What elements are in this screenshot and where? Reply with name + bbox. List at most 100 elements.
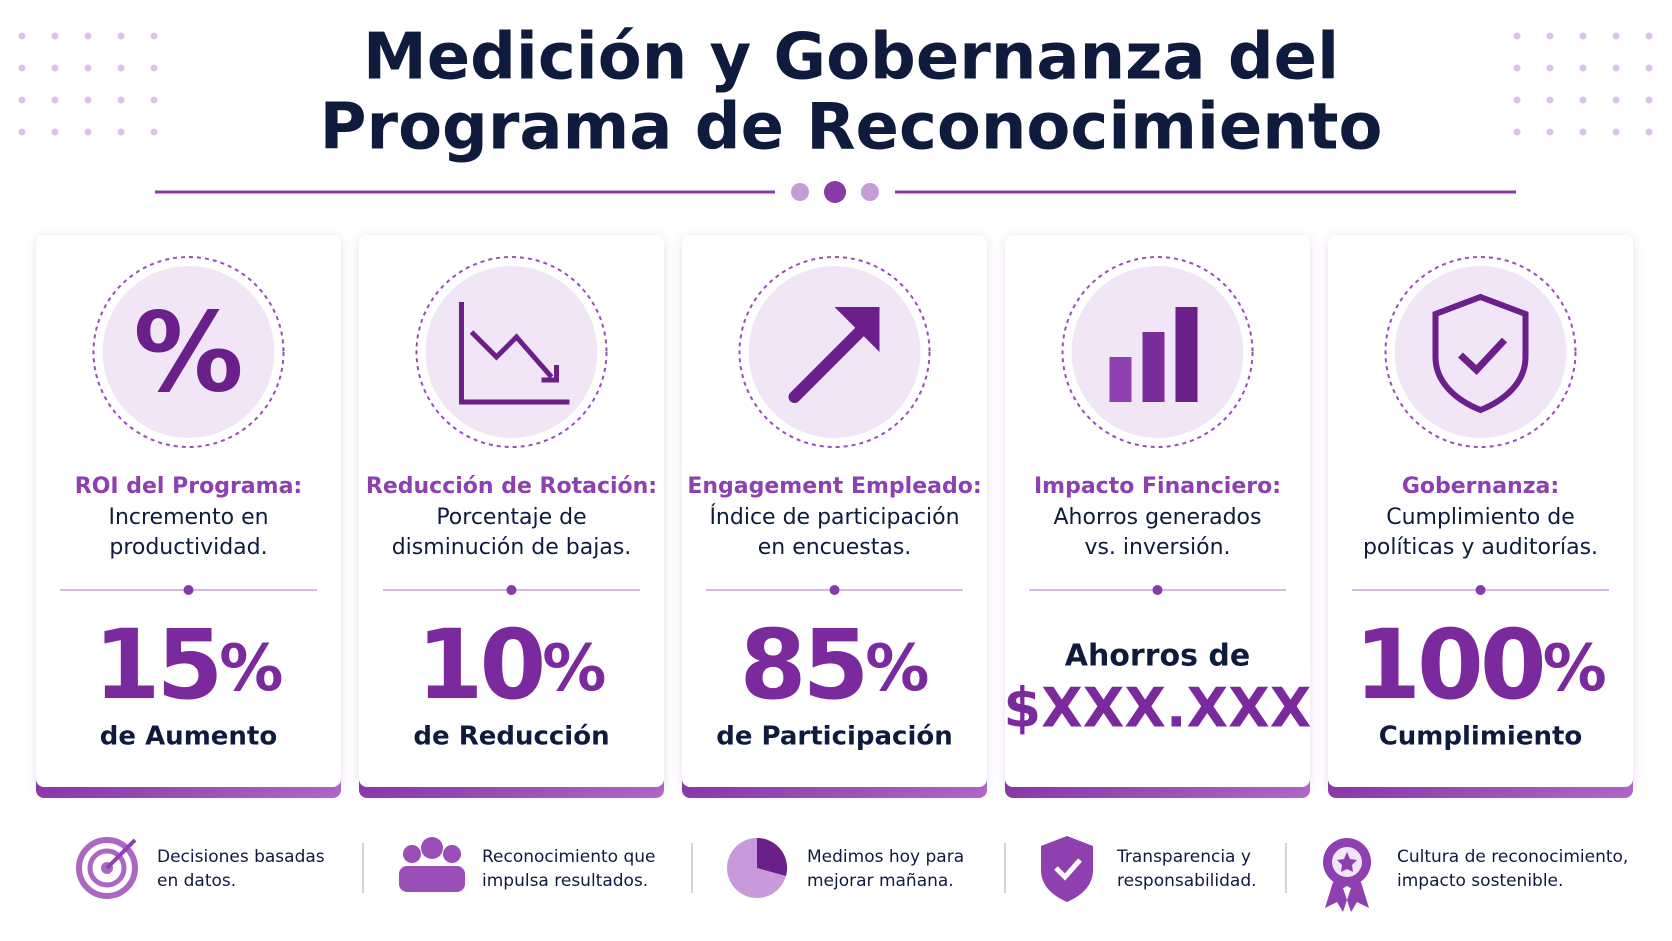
footer-text: mejorar mañana. <box>807 871 954 891</box>
footer-text: Reconocimiento que <box>482 847 656 867</box>
footer-text: impulsa resultados. <box>482 871 648 891</box>
dot <box>1645 32 1653 40</box>
dot <box>1645 96 1653 104</box>
card-divider-dot <box>506 585 517 595</box>
icon <box>459 302 570 405</box>
icon-part <box>403 845 421 863</box>
dot <box>84 32 92 40</box>
metric: 10% <box>417 609 607 721</box>
card: % ROI del Programa: Incremento en productiv… <box>36 235 341 798</box>
icon-bg <box>1394 266 1567 438</box>
metric: 100% <box>1354 609 1607 721</box>
dot <box>1579 128 1587 136</box>
dot <box>1546 128 1554 136</box>
card-label: Reducción de Rotación: <box>366 474 657 499</box>
footer-icon <box>727 837 788 898</box>
dot <box>1513 96 1521 104</box>
footer-icon <box>76 837 138 899</box>
dot <box>18 64 26 72</box>
metric-caption: de Participación <box>716 722 953 752</box>
metric-unit: % <box>219 632 283 706</box>
footer-text: Medimos hoy para <box>807 847 964 867</box>
dot <box>1546 96 1554 104</box>
icon-ring <box>1061 256 1254 448</box>
card-description: Índice de participación <box>709 504 959 530</box>
dot <box>1546 64 1554 72</box>
dot <box>51 64 59 72</box>
dot <box>1513 128 1521 136</box>
icon-part <box>834 307 880 352</box>
icon-part <box>1325 882 1369 912</box>
footer-icon <box>399 837 465 892</box>
icon <box>788 307 880 403</box>
icon-part <box>1041 836 1093 902</box>
icon-part <box>541 365 559 383</box>
dot <box>84 128 92 136</box>
dot <box>1579 64 1587 72</box>
metric: 15% <box>94 609 284 721</box>
metric: 85% <box>740 609 930 721</box>
dot <box>51 96 59 104</box>
icon-part <box>1142 332 1165 402</box>
card-description: disminución de bajas. <box>392 535 632 560</box>
card-description: Incremento en <box>108 505 268 530</box>
icon-part <box>757 837 788 876</box>
dot <box>18 32 26 40</box>
metric-caption: de Reducción <box>413 722 609 752</box>
dot <box>1645 128 1653 136</box>
metric-caption: de Aumento <box>100 722 277 752</box>
dot <box>1612 64 1620 72</box>
icon-part <box>1432 293 1529 414</box>
icon-part <box>1109 357 1132 402</box>
dot <box>117 32 125 40</box>
metric-prefix: Ahorros de <box>1065 639 1251 674</box>
card-divider-dot <box>829 585 840 595</box>
icon <box>1109 307 1198 402</box>
dot <box>1645 64 1653 72</box>
footer-text: impacto sostenible. <box>1397 871 1563 891</box>
metric-unit: % <box>865 632 929 706</box>
icon-bg <box>102 266 275 438</box>
metric-unit: % <box>1543 632 1607 706</box>
footer-text: Cultura de reconocimiento, <box>1397 847 1628 867</box>
metric-value: 10 <box>417 609 543 721</box>
icon-part: % <box>133 288 243 416</box>
card-label: Engagement Empleado: <box>687 474 981 499</box>
icon <box>1432 293 1529 414</box>
card-divider-dot <box>183 585 194 595</box>
icon-part <box>1175 307 1198 402</box>
icon-part <box>421 837 443 859</box>
dot <box>1612 96 1620 104</box>
title: Medición y Gobernanza del <box>363 21 1339 95</box>
icon-part <box>459 302 570 405</box>
dot <box>84 64 92 72</box>
icon-ring <box>1384 256 1577 448</box>
card: Impacto Financiero: Ahorros generados vs. … <box>1004 235 1311 798</box>
dot <box>791 183 809 201</box>
metric-value: 85 <box>740 609 866 721</box>
dot <box>1612 32 1620 40</box>
dot <box>1546 32 1554 40</box>
icon-bg <box>425 266 598 438</box>
card-divider-dot <box>1475 585 1486 595</box>
card-description: Porcentaje de <box>436 505 586 530</box>
dot <box>18 96 26 104</box>
dot <box>51 128 59 136</box>
dot-pattern <box>18 32 1653 136</box>
dot <box>1579 32 1587 40</box>
card-label: ROI del Programa: <box>75 474 302 499</box>
footer-text: en datos. <box>157 871 236 891</box>
footer-text: Decisiones basadas <box>157 847 325 867</box>
icon-part <box>1337 852 1357 872</box>
title: Programa de Reconocimiento <box>320 91 1383 165</box>
icon-part <box>105 838 137 870</box>
icon-part <box>1054 858 1082 881</box>
metric-unit: % <box>542 632 606 706</box>
dot <box>1513 32 1521 40</box>
footer-icon <box>1041 836 1093 902</box>
footer-text: responsabilidad. <box>1117 871 1257 891</box>
dot <box>84 96 92 104</box>
icon-ring <box>738 256 931 448</box>
dot <box>117 128 125 136</box>
